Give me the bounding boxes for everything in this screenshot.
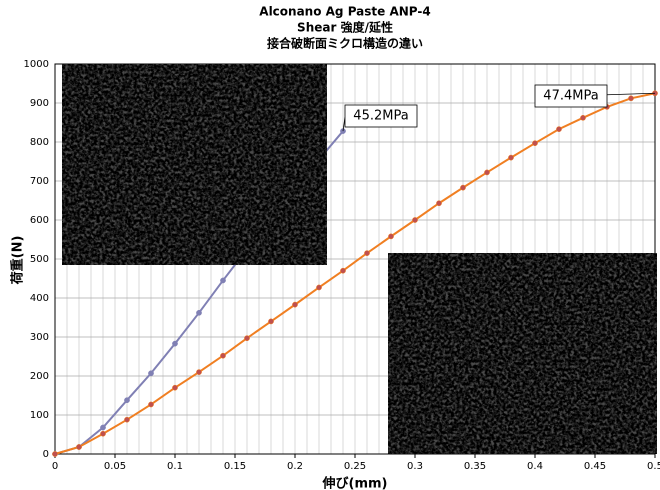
point: [100, 431, 105, 436]
point: [556, 127, 561, 132]
x-tick-label: 0.35: [464, 461, 486, 472]
point: [172, 341, 177, 346]
point: [484, 170, 489, 175]
y-tick-label: 700: [30, 176, 49, 187]
point: [148, 402, 153, 407]
y-tick-label: 800: [30, 137, 49, 148]
point: [196, 310, 201, 315]
point: [52, 451, 57, 456]
y-tick-label: 300: [30, 332, 49, 343]
y-tick-label: 500: [30, 254, 49, 265]
point: [388, 234, 393, 239]
point: [316, 285, 321, 290]
point: [628, 96, 633, 101]
x-tick-label: 0: [52, 461, 58, 472]
x-tick-label: 0.15: [224, 461, 246, 472]
sem-texture: [62, 64, 327, 265]
point: [340, 268, 345, 273]
point: [436, 201, 441, 206]
chart-title: Shear 強度/延性: [297, 20, 393, 35]
y-tick-label: 100: [30, 410, 49, 421]
point: [76, 444, 81, 449]
x-tick-label: 0.5: [647, 461, 660, 472]
annotation: 47.4MPa: [543, 89, 598, 104]
chart-title: 接合破断面ミクロ構造の違い: [267, 36, 423, 51]
x-tick-label: 0.25: [344, 461, 366, 472]
point: [580, 115, 585, 120]
point: [220, 278, 225, 283]
sem-texture: [388, 253, 657, 454]
point: [508, 155, 513, 160]
x-axis-label: 伸び(mm): [322, 476, 388, 490]
point: [196, 370, 201, 375]
x-tick-label: 0.4: [527, 461, 543, 472]
x-tick-label: 0.1: [167, 461, 183, 472]
y-tick-label: 900: [30, 98, 49, 109]
point: [268, 319, 273, 324]
point: [364, 251, 369, 256]
point: [124, 398, 129, 403]
page: {"chart_data": {"type": "line", "title":…: [0, 0, 660, 490]
x-tick-label: 0.2: [287, 461, 303, 472]
point: [292, 302, 297, 307]
chart-title: Alconano Ag Paste ANP-4: [259, 5, 430, 19]
point: [532, 141, 537, 146]
y-tick-label: 600: [30, 215, 49, 226]
point: [460, 185, 465, 190]
y-tick-label: 0: [43, 449, 49, 460]
point: [412, 217, 417, 222]
x-tick-label: 0.05: [104, 461, 126, 472]
point: [172, 385, 177, 390]
y-tick-label: 200: [30, 371, 49, 382]
y-tick-label: 1000: [24, 59, 49, 70]
x-tick-label: 0.45: [584, 461, 606, 472]
x-tick-label: 0.3: [407, 461, 423, 472]
y-tick-label: 400: [30, 293, 49, 304]
point: [220, 353, 225, 358]
point: [124, 417, 129, 422]
chart: Alconano Ag Paste ANP-4Shear 強度/延性接合破断面ミ…: [0, 0, 660, 490]
point: [100, 425, 105, 430]
y-axis-label: 荷重(N): [10, 236, 26, 286]
annotation: 45.2MPa: [353, 109, 408, 124]
point: [148, 371, 153, 376]
point: [244, 336, 249, 341]
